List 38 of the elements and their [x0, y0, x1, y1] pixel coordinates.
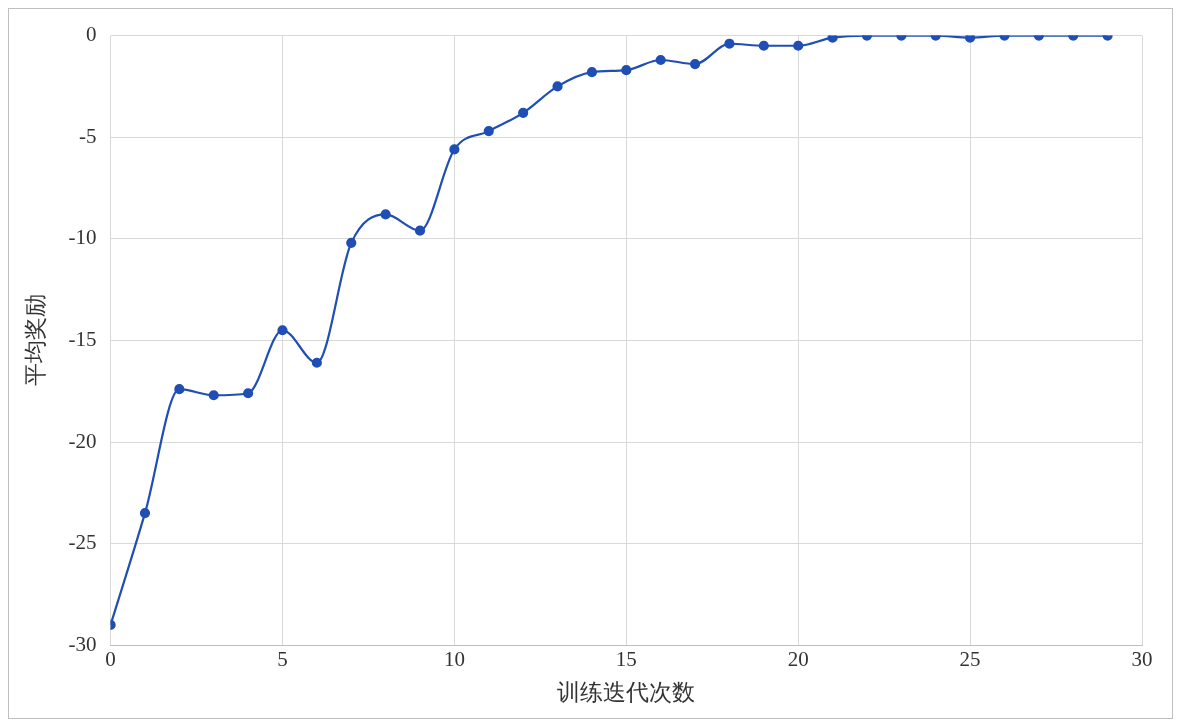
- point: [965, 35, 976, 43]
- point: [243, 388, 254, 399]
- y-tick-label: -15: [68, 326, 97, 351]
- point: [483, 126, 494, 137]
- point: [758, 40, 769, 51]
- point: [277, 325, 288, 336]
- y-tick-label: -30: [68, 631, 97, 656]
- y-tick-label: -5: [79, 123, 97, 148]
- x-tick-label: 15: [615, 647, 637, 672]
- point: [518, 107, 529, 118]
- point: [449, 144, 460, 155]
- point: [689, 58, 701, 70]
- point: [827, 35, 838, 43]
- point: [793, 40, 804, 51]
- point: [208, 390, 219, 401]
- x-tick-label: 0: [105, 647, 116, 672]
- point: [552, 81, 563, 92]
- x-tick-label: 20: [787, 647, 809, 672]
- point: [621, 65, 632, 76]
- y-tick-label: 0: [86, 22, 97, 47]
- point: [414, 225, 426, 236]
- point: [380, 209, 391, 220]
- x-axis-title: 训练迭代次数: [557, 680, 696, 706]
- point: [174, 384, 185, 395]
- x-tick-label: 30: [1131, 647, 1153, 672]
- y-tick-label: -20: [68, 428, 97, 453]
- y-axis-title: 平均奖励: [22, 294, 48, 387]
- point: [724, 38, 735, 49]
- x-tick-label: 25: [959, 647, 981, 672]
- y-tick-label: -10: [68, 225, 97, 250]
- point: [346, 237, 357, 248]
- point: [311, 357, 322, 368]
- point: [586, 67, 598, 78]
- x-tick-label: 5: [277, 647, 288, 672]
- y-tick-label: -25: [68, 530, 97, 555]
- point: [655, 54, 666, 66]
- point: [139, 508, 151, 519]
- x-tick-label: 10: [443, 647, 465, 672]
